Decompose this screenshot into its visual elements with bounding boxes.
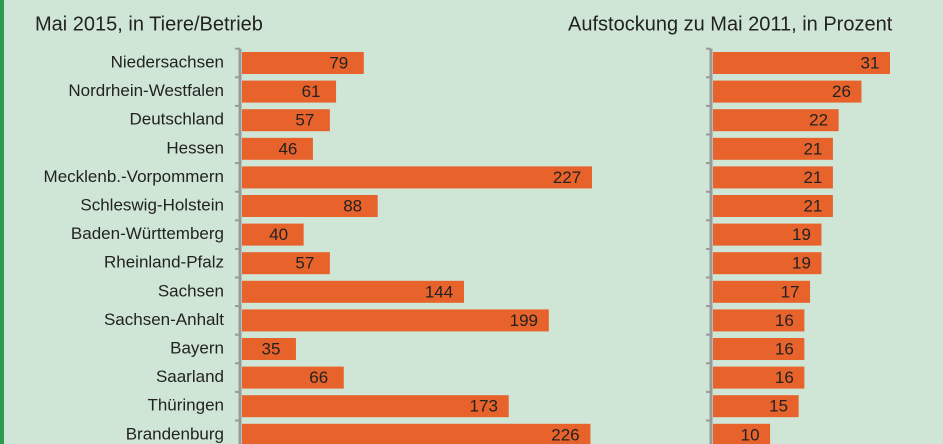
value-label: 19 xyxy=(792,225,811,244)
bar xyxy=(713,52,890,74)
value-label: 22 xyxy=(809,111,828,130)
category-label: Baden-Württemberg xyxy=(71,224,224,243)
bar xyxy=(713,338,805,360)
category-label: Nordrhein-Westfalen xyxy=(68,81,224,100)
bar xyxy=(713,395,799,418)
value-label: 26 xyxy=(832,82,851,101)
bar xyxy=(242,137,313,160)
bar xyxy=(713,252,822,275)
value-label: 199 xyxy=(510,311,538,330)
bar xyxy=(713,423,771,444)
value-label: 46 xyxy=(278,139,297,158)
bar xyxy=(713,280,811,303)
bar xyxy=(242,395,509,418)
value-label: 16 xyxy=(775,368,794,387)
value-label: 144 xyxy=(425,282,453,301)
category-label: Sachsen-Anhalt xyxy=(104,310,224,329)
bar xyxy=(242,338,296,360)
category-label: Hessen xyxy=(166,138,224,157)
value-label: 21 xyxy=(803,196,822,215)
value-label: 66 xyxy=(309,368,328,387)
bar xyxy=(242,166,592,189)
bar xyxy=(242,223,304,246)
value-label: 17 xyxy=(781,282,800,301)
value-label: 57 xyxy=(295,254,314,273)
bar xyxy=(242,423,591,444)
value-label: 21 xyxy=(803,168,822,187)
bar xyxy=(242,309,549,332)
bar xyxy=(713,366,805,389)
category-label: Rheinland-Pfalz xyxy=(104,253,224,272)
value-label: 10 xyxy=(741,425,760,444)
bar xyxy=(713,309,805,332)
border xyxy=(0,0,4,444)
value-label: 19 xyxy=(792,254,811,273)
bar xyxy=(713,166,833,189)
value-label: 173 xyxy=(470,397,498,416)
bar xyxy=(713,223,822,246)
bar xyxy=(242,195,378,217)
value-label: 79 xyxy=(329,53,348,72)
bar xyxy=(242,52,364,74)
category-label: Sachsen xyxy=(158,281,224,300)
bar xyxy=(242,280,465,303)
bar xyxy=(713,195,833,217)
bar xyxy=(242,109,330,132)
value-label: 35 xyxy=(262,339,281,358)
value-label: 61 xyxy=(302,82,321,101)
chart-title: Mai 2015, in Tiere/Betrieb xyxy=(35,13,263,35)
bar xyxy=(242,366,344,389)
value-label: 88 xyxy=(343,196,362,215)
category-label: Saarland xyxy=(156,367,224,386)
value-label: 57 xyxy=(295,111,314,130)
category-label: Deutschland xyxy=(129,110,224,129)
bar xyxy=(242,80,337,103)
chart-title: Aufstockung zu Mai 2011, in Prozent xyxy=(568,13,893,35)
value-label: 227 xyxy=(553,168,581,187)
bar xyxy=(713,109,839,132)
value-label: 16 xyxy=(775,339,794,358)
value-label: 226 xyxy=(551,425,579,444)
bar xyxy=(713,80,862,103)
value-label: 16 xyxy=(775,311,794,330)
category-label: Thüringen xyxy=(147,396,224,415)
category-label: Mecklenb.-Vorpommern xyxy=(44,167,224,186)
category-label: Brandenburg xyxy=(126,424,224,443)
value-label: 15 xyxy=(769,397,788,416)
bar xyxy=(242,252,330,275)
value-label: 31 xyxy=(861,53,880,72)
value-label: 40 xyxy=(269,225,288,244)
bar xyxy=(713,137,833,160)
category-label: Bayern xyxy=(170,338,224,357)
category-label: Niedersachsen xyxy=(111,52,224,71)
value-label: 21 xyxy=(803,139,822,158)
category-label: Schleswig-Holstein xyxy=(80,195,224,214)
